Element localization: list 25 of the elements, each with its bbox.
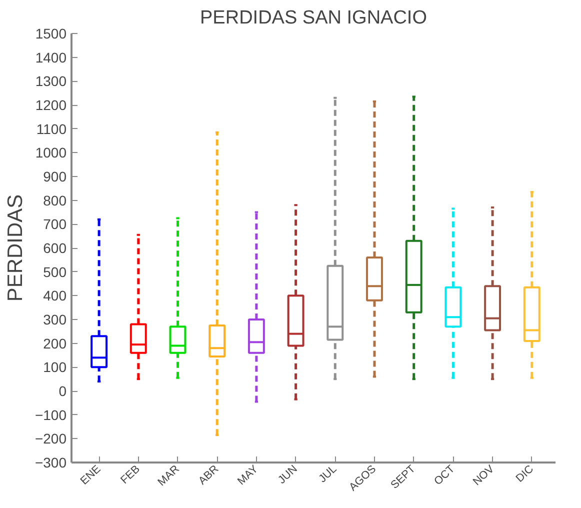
y-tick-label: 800 xyxy=(43,192,67,208)
y-tick-label: 1300 xyxy=(35,73,67,90)
chart-title: PERDIDAS SAN IGNACIO xyxy=(200,8,428,28)
y-tick-label: 100 xyxy=(43,359,67,376)
y-tick-label: 1000 xyxy=(35,144,67,161)
y-tick-label: 1500 xyxy=(35,26,67,42)
x-tick-label: JUL xyxy=(316,463,340,486)
y-tick-label: 400 xyxy=(43,288,67,304)
y-tick-label: 600 xyxy=(43,240,67,256)
y-tick-label: 1400 xyxy=(35,49,67,66)
y-tick-label: 700 xyxy=(43,216,67,232)
y-tick-label: 300 xyxy=(43,312,67,328)
y-tick-label: −100 xyxy=(34,406,67,423)
y-tick-label: 900 xyxy=(43,168,67,184)
y-axis-title: PERDIDAS xyxy=(4,194,27,302)
y-tick-label: 500 xyxy=(43,264,67,280)
y-tick-label: −300 xyxy=(34,454,67,470)
y-tick-label: 1200 xyxy=(35,97,67,113)
y-tick-label: 1100 xyxy=(36,120,67,137)
y-tick-label: 200 xyxy=(43,335,67,352)
x-tick-label: FEB xyxy=(118,463,142,486)
y-tick-label: −200 xyxy=(34,430,67,447)
y-tick-label: 0 xyxy=(58,383,67,399)
x-tick-label: DIC xyxy=(514,463,536,485)
x-tick-label: JUN xyxy=(276,463,300,486)
